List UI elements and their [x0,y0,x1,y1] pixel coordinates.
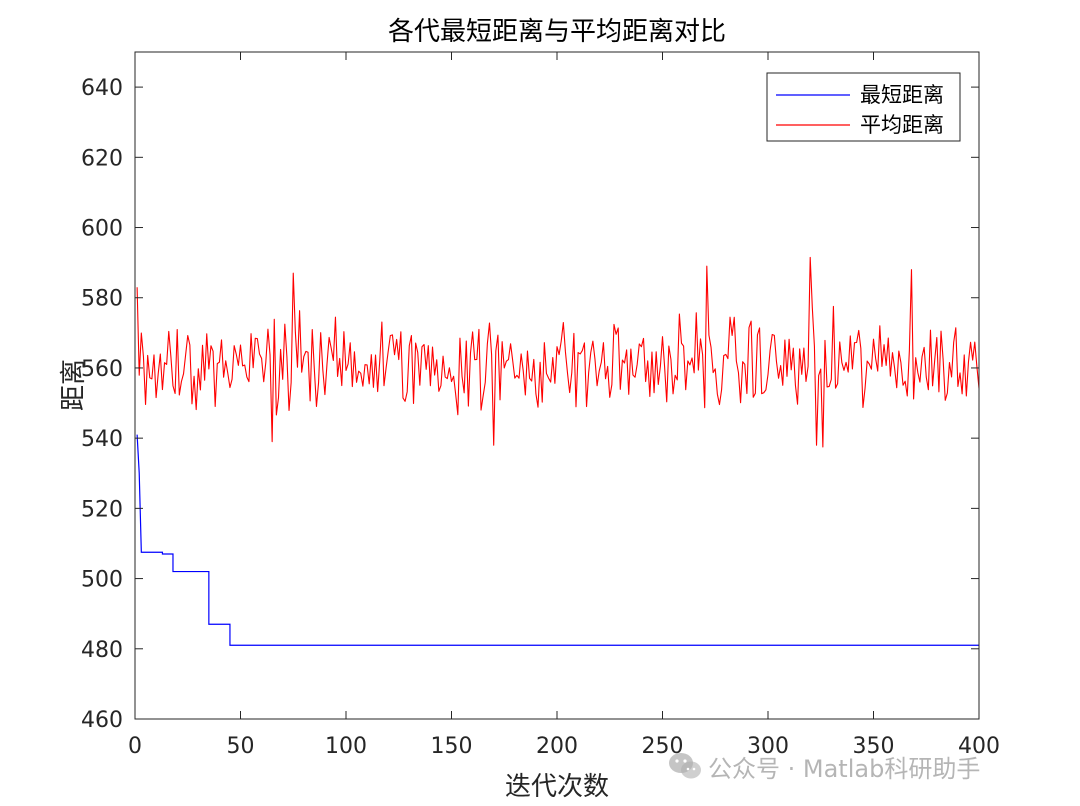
legend: 最短距离 平均距离 [766,72,961,142]
y-tick-label: 580 [81,287,123,312]
x-tick-label: 150 [431,734,473,759]
x-tick-label: 100 [325,734,367,759]
y-tick-label: 480 [81,638,123,663]
x-tick-label: 200 [536,734,578,759]
x-tick-label: 350 [853,734,895,759]
y-tick-label: 500 [81,568,123,593]
y-tick-label: 640 [81,76,123,101]
legend-box [766,72,961,142]
y-tick-label: 540 [81,427,123,452]
y-tick-label: 460 [81,708,123,733]
y-tick-label: 560 [81,357,123,382]
legend-label-shortest: 最短距离 [860,83,944,107]
legend-label-average: 平均距离 [860,113,944,137]
series-line-average [136,256,980,448]
series-line-shortest [136,434,979,646]
y-tick-label: 620 [81,146,123,171]
x-tick-label: 50 [227,734,255,759]
y-tick-label: 600 [81,217,123,242]
x-tick-label: 0 [128,734,142,759]
x-tick-label: 300 [747,734,789,759]
x-tick-label: 250 [642,734,684,759]
series-layer [136,256,980,646]
plot-area [135,52,979,719]
y-tick-label: 520 [81,497,123,522]
chart-title: 各代最短距离与平均距离对比 [388,17,726,47]
x-tick-label: 400 [958,734,1000,759]
ticks-layer: 0 50 100 150 200 250 300 350 400 460 480 500 520 540 5… [81,52,1000,759]
y-axis-title: 距离 [59,359,89,411]
x-axis-title: 迭代次数 [505,772,609,802]
